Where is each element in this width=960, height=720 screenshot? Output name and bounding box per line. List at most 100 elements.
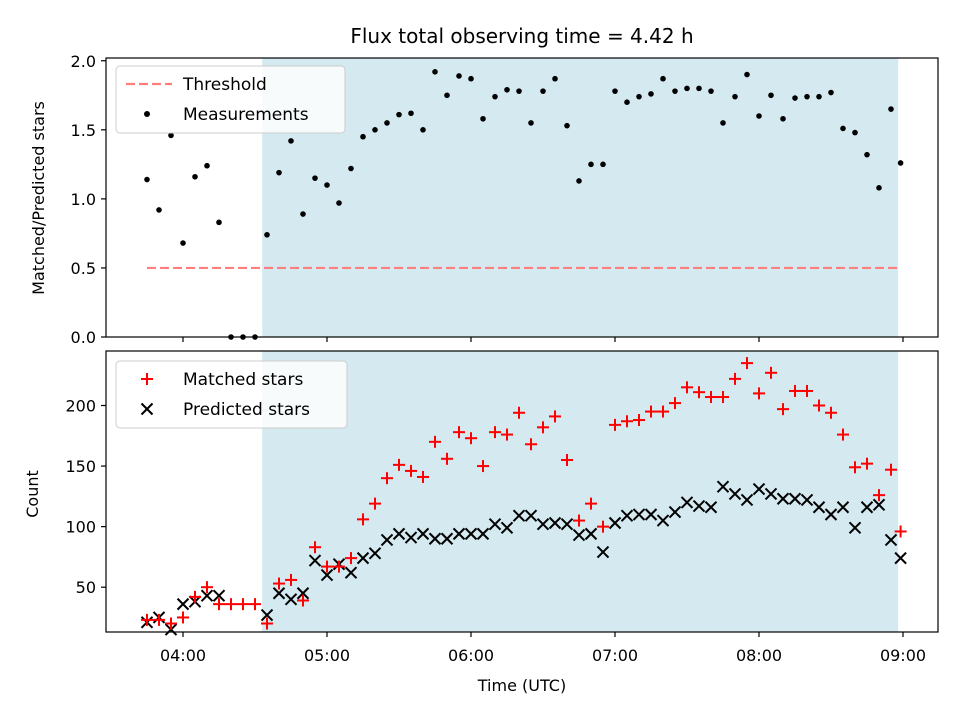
legend-predicted-swatch — [140, 402, 154, 416]
predicted-star-point — [752, 482, 766, 496]
bottom-y-axis: 50 100 150 200 — [65, 397, 106, 597]
matched-star-point — [513, 406, 525, 419]
matched-star-point — [693, 386, 705, 399]
matched-star-point — [453, 426, 465, 439]
predicted-star-point — [320, 568, 334, 582]
matched-star-point — [861, 457, 873, 470]
measurement-point — [888, 106, 894, 112]
measurement-point — [180, 240, 186, 246]
predicted-star-point — [860, 501, 874, 514]
measurement-point — [624, 99, 630, 105]
measurement-point — [324, 182, 330, 188]
matched-star-point — [405, 464, 417, 477]
predicted-star-point — [608, 516, 622, 530]
measurement-point — [720, 120, 726, 126]
matched-star-point — [825, 406, 837, 419]
measurement-point — [588, 161, 594, 168]
measurement-point — [816, 93, 822, 100]
measurement-point — [744, 71, 750, 78]
predicted-star-point — [344, 566, 358, 579]
measurement-point — [360, 133, 366, 140]
matched-star-point — [165, 617, 177, 630]
top-y-axis-label: Matched/Predicted stars — [29, 101, 48, 295]
predicted-star-point — [572, 528, 586, 542]
measurement-point — [864, 151, 870, 158]
measurement-point — [804, 93, 810, 100]
predicted-star-point — [704, 501, 718, 514]
x-axis-label: Time (UTC) — [477, 676, 566, 695]
matched-star-point — [489, 426, 501, 439]
matched-star-point — [729, 372, 741, 385]
matched-star-point — [813, 399, 825, 412]
top-panel-shaded-span — [262, 58, 899, 337]
matched-star-point — [297, 594, 309, 607]
predicted-star-point — [212, 589, 226, 602]
predicted-star-point — [560, 517, 574, 531]
y-tick-label: 50 — [76, 578, 96, 597]
measurement-point — [444, 92, 450, 99]
matched-star-point — [213, 598, 225, 611]
y-tick-label: 1.5 — [71, 121, 96, 140]
predicted-star-point — [788, 492, 802, 505]
measurement-point — [372, 127, 378, 133]
measurement-point — [300, 211, 306, 217]
predicted-star-point — [728, 487, 742, 501]
measurement-point — [540, 88, 546, 94]
matched-star-point — [441, 452, 453, 465]
bottom-panel-shaded-span — [262, 351, 899, 632]
top-panel-frame — [105, 57, 939, 338]
measurement-point — [516, 88, 522, 94]
matched-star-point — [717, 391, 729, 404]
matched-star-point — [765, 366, 777, 379]
y-tick-label: 0.5 — [71, 259, 96, 278]
predicted-star-point — [740, 493, 754, 507]
predicted-star-point — [464, 527, 478, 541]
top-legend-box — [115, 65, 346, 134]
measurement-point — [468, 75, 474, 82]
measurement-point — [780, 115, 786, 122]
x-tick-label: 08:00 — [736, 646, 782, 665]
bottom-panel: 50 100 150 200 04:00 05:00 06:00 07:00 08:00 09:… — [23, 350, 939, 695]
measurement-point — [408, 110, 414, 117]
predicted-star-point — [894, 551, 907, 565]
predicted-star-point — [548, 516, 562, 530]
measurement-point — [552, 75, 558, 82]
matched-star-point — [285, 573, 297, 586]
predicted-star-point — [644, 508, 658, 521]
matched-star-point — [333, 560, 345, 573]
predicted-star-point — [620, 509, 634, 522]
measurement-point — [564, 122, 570, 129]
predicted-star-point — [836, 501, 850, 514]
measurement-point — [168, 132, 174, 139]
matched-star-point — [789, 384, 801, 397]
measurement-point — [768, 92, 774, 99]
measurement-point — [708, 88, 714, 94]
predicted-star-point — [440, 532, 454, 545]
matched-star-point — [225, 598, 237, 611]
legend-predicted-label: Predicted stars — [183, 400, 310, 420]
matched-star-point — [525, 438, 537, 451]
predicted-star-point — [392, 527, 406, 541]
measurement-point — [144, 176, 150, 183]
predicted-star-point — [596, 545, 610, 559]
matched-star-point — [609, 418, 621, 431]
measurement-point — [348, 165, 354, 172]
matched-star-point — [393, 458, 405, 471]
predicted-star-point — [368, 547, 382, 560]
predicted-star-point — [500, 521, 514, 535]
matched-star-point — [465, 432, 477, 445]
predicted-star-point — [512, 509, 526, 522]
matched-stars-points — [141, 357, 907, 630]
measurement-point — [384, 120, 390, 126]
matched-star-point — [177, 611, 189, 624]
legend-matched-swatch — [141, 373, 153, 385]
matched-star-point — [777, 403, 789, 416]
measurement-point — [420, 127, 426, 133]
measurement-point — [312, 175, 318, 181]
predicted-star-point — [476, 527, 490, 541]
matched-star-point — [585, 497, 597, 510]
predicted-star-point — [380, 533, 394, 547]
matched-star-point — [369, 497, 381, 510]
predicted-star-point — [536, 517, 550, 531]
measurement-point — [336, 200, 342, 206]
